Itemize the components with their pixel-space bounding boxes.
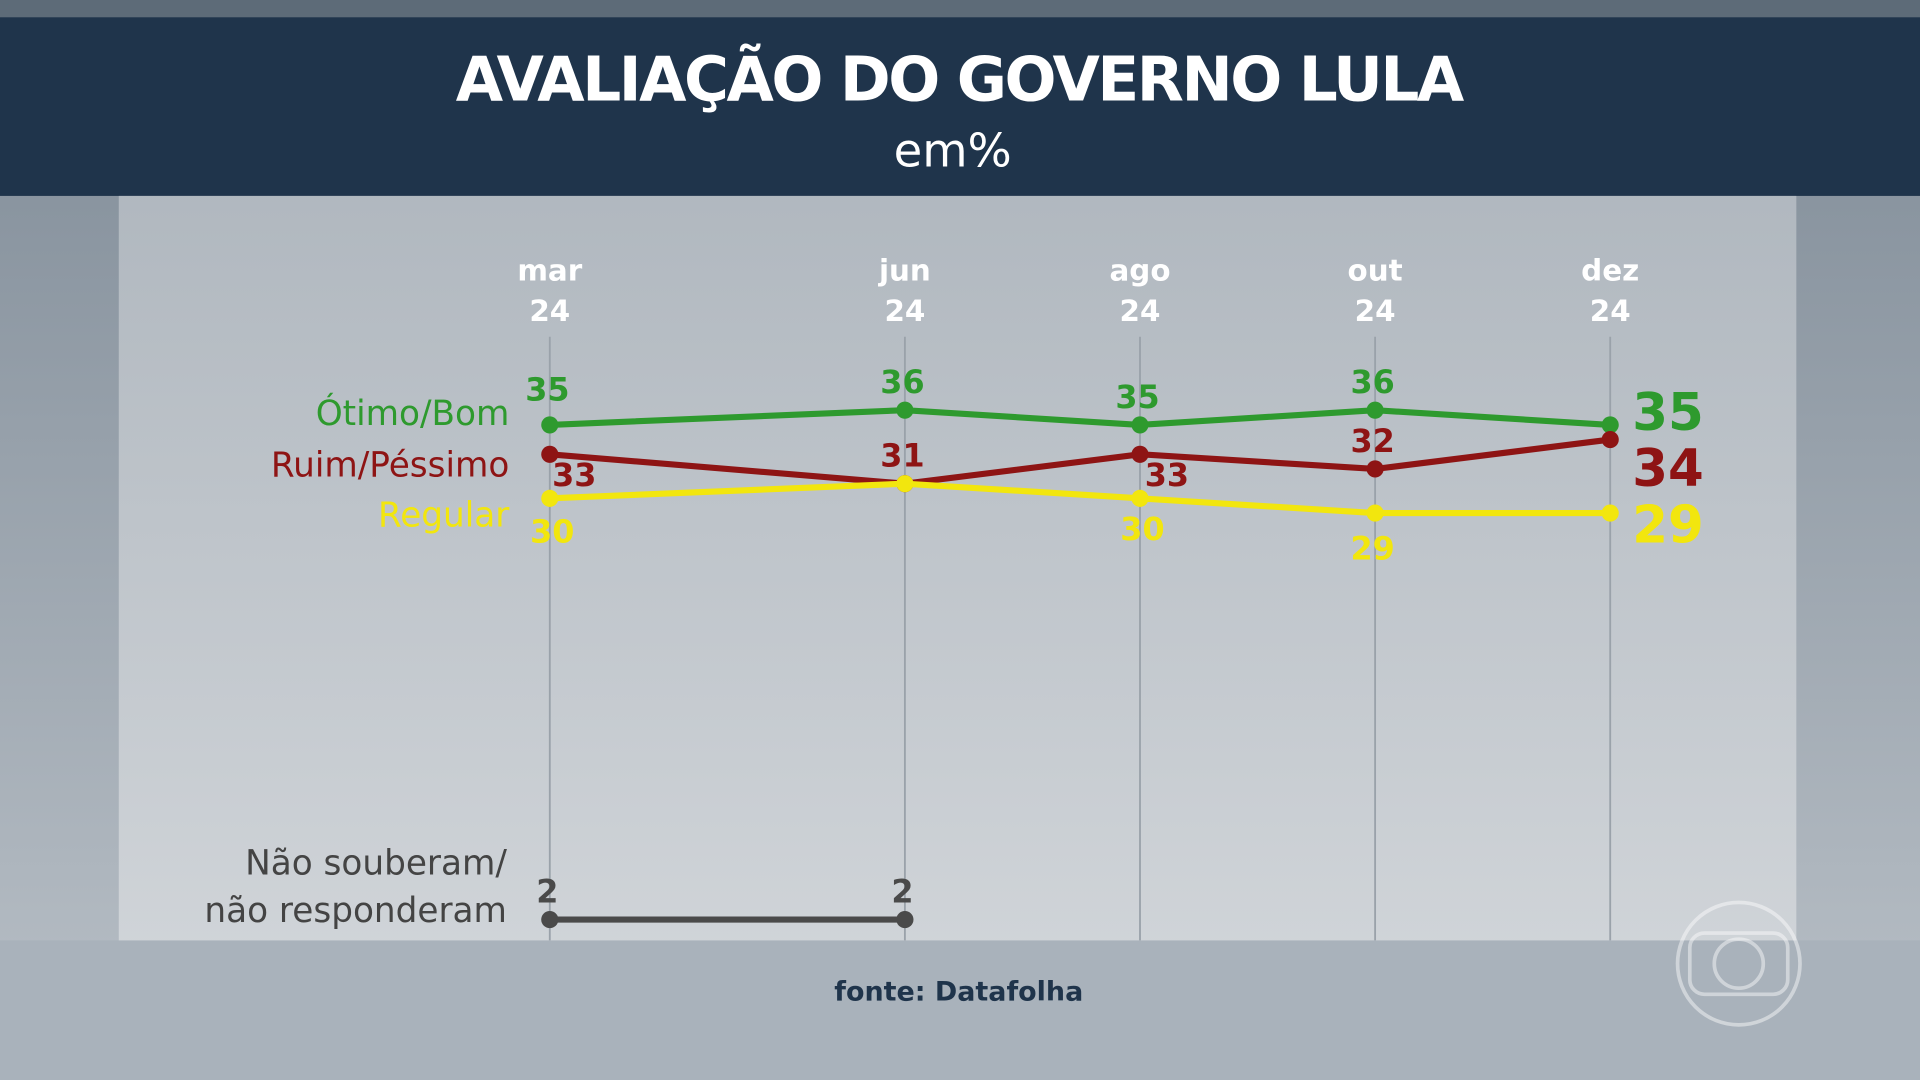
x-tick-label: dez xyxy=(1581,253,1639,287)
data-point xyxy=(1366,504,1384,522)
data-label: 35 xyxy=(525,370,569,408)
data-point xyxy=(1131,416,1149,434)
data-point xyxy=(896,475,914,493)
globo-logo-icon xyxy=(1675,900,1802,1027)
chart-subtitle: em% xyxy=(894,124,1012,178)
data-point xyxy=(541,489,559,507)
data-label: 33 xyxy=(552,456,596,494)
x-tick-label: 24 xyxy=(1590,294,1631,328)
x-tick-label: 24 xyxy=(529,294,570,328)
secondary-legend-label: não responderam xyxy=(204,891,507,931)
data-point xyxy=(1131,445,1149,463)
data-label: 35 xyxy=(1632,383,1704,443)
secondary-legend-label: Não souberam/ xyxy=(245,843,507,883)
data-label: 34 xyxy=(1632,439,1704,499)
secondary-data-point xyxy=(541,911,559,929)
x-tick-label: 24 xyxy=(884,294,925,328)
data-point xyxy=(896,401,914,419)
secondary-data-label: 2 xyxy=(536,872,558,910)
data-label: 30 xyxy=(1120,510,1164,548)
floor xyxy=(0,940,1920,1080)
x-tick-label: out xyxy=(1348,253,1403,287)
data-label: 35 xyxy=(1115,378,1159,416)
x-tick-label: ago xyxy=(1109,253,1170,287)
data-point xyxy=(1366,401,1384,419)
data-label: 32 xyxy=(1351,422,1395,460)
data-label: 36 xyxy=(880,363,924,401)
x-tick-label: jun xyxy=(878,253,931,287)
x-tick-label: 24 xyxy=(1120,294,1161,328)
header-bar xyxy=(0,17,1920,196)
secondary-data-label: 2 xyxy=(891,872,913,910)
secondary-data-point xyxy=(896,911,914,929)
data-point xyxy=(1601,504,1619,522)
data-point xyxy=(1601,416,1619,434)
x-tick-label: 24 xyxy=(1355,294,1396,328)
data-label: 31 xyxy=(880,437,924,475)
legend-label: Ruim/Péssimo xyxy=(271,445,510,485)
data-label: 36 xyxy=(1351,363,1395,401)
chart-panel xyxy=(118,195,1797,941)
data-point xyxy=(1601,431,1619,449)
data-point xyxy=(1131,489,1149,507)
source-label: fonte: Datafolha xyxy=(834,976,1083,1007)
data-label: 29 xyxy=(1632,495,1704,555)
data-label: 29 xyxy=(1351,530,1395,568)
data-point xyxy=(541,445,559,463)
data-point xyxy=(1366,460,1384,478)
data-label: 33 xyxy=(1145,456,1189,494)
data-point xyxy=(541,416,559,434)
legend-label: Regular xyxy=(378,496,510,536)
chart-title: AVALIAÇÃO DO GOVERNO LULA xyxy=(456,43,1465,115)
legend-label: Ótimo/Bom xyxy=(316,393,510,434)
data-label: 30 xyxy=(530,512,574,550)
x-tick-label: mar xyxy=(517,253,582,287)
